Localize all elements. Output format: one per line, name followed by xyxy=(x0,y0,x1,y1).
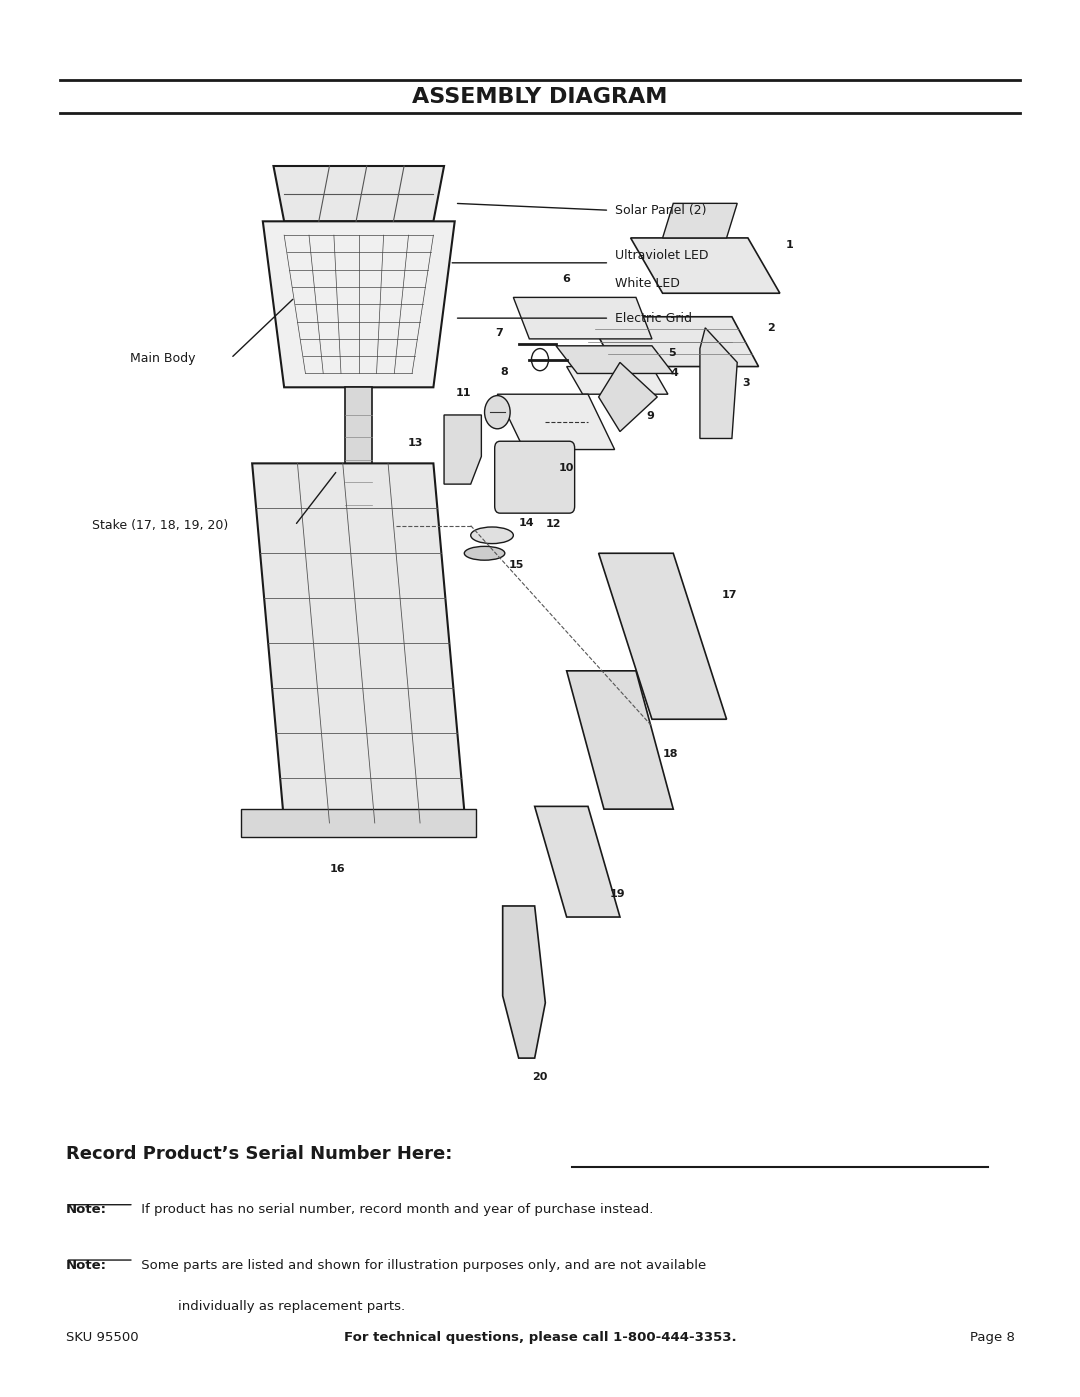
Text: Record Product’s Serial Number Here:: Record Product’s Serial Number Here: xyxy=(66,1146,451,1164)
Text: White LED: White LED xyxy=(615,277,679,291)
Text: Solar Panel (2): Solar Panel (2) xyxy=(615,204,706,217)
Text: 10: 10 xyxy=(559,464,575,474)
Polygon shape xyxy=(700,328,738,439)
Polygon shape xyxy=(588,317,758,366)
Polygon shape xyxy=(273,166,444,221)
Text: For technical questions, please call 1-800-444-3353.: For technical questions, please call 1-8… xyxy=(343,1331,737,1344)
Polygon shape xyxy=(252,464,465,823)
Text: Electric Grid: Electric Grid xyxy=(615,312,691,324)
Polygon shape xyxy=(567,366,667,394)
Text: 5: 5 xyxy=(667,348,676,358)
Text: 12: 12 xyxy=(545,518,561,528)
Polygon shape xyxy=(242,809,476,837)
FancyBboxPatch shape xyxy=(495,441,575,513)
Polygon shape xyxy=(502,907,545,1058)
Polygon shape xyxy=(598,362,658,432)
Polygon shape xyxy=(535,806,620,916)
Text: 16: 16 xyxy=(329,865,346,875)
Text: Some parts are listed and shown for illustration purposes only, and are not avai: Some parts are listed and shown for illu… xyxy=(137,1259,706,1271)
Text: 20: 20 xyxy=(532,1071,548,1081)
Circle shape xyxy=(485,395,510,429)
Polygon shape xyxy=(444,415,482,485)
Text: Page 8: Page 8 xyxy=(970,1331,1014,1344)
Polygon shape xyxy=(346,532,373,623)
Polygon shape xyxy=(556,346,673,373)
Polygon shape xyxy=(631,237,780,293)
Polygon shape xyxy=(567,671,673,809)
Text: 3: 3 xyxy=(743,379,751,388)
Text: SKU 95500: SKU 95500 xyxy=(66,1331,138,1344)
Bar xyxy=(346,387,373,532)
Polygon shape xyxy=(262,221,455,387)
Ellipse shape xyxy=(471,527,513,543)
Text: 9: 9 xyxy=(647,411,654,420)
Polygon shape xyxy=(598,553,727,719)
Text: 17: 17 xyxy=(721,590,737,599)
Text: 2: 2 xyxy=(767,323,774,332)
Text: 13: 13 xyxy=(407,437,422,447)
Polygon shape xyxy=(663,204,738,237)
Text: If product has no serial number, record month and year of purchase instead.: If product has no serial number, record … xyxy=(137,1203,653,1217)
Polygon shape xyxy=(498,394,615,450)
Ellipse shape xyxy=(464,546,504,560)
Text: ASSEMBLY DIAGRAM: ASSEMBLY DIAGRAM xyxy=(413,87,667,106)
Text: individually as replacement parts.: individually as replacement parts. xyxy=(177,1301,405,1313)
Polygon shape xyxy=(513,298,652,339)
Text: Main Body: Main Body xyxy=(130,352,195,365)
Text: Stake (17, 18, 19, 20): Stake (17, 18, 19, 20) xyxy=(92,520,229,532)
Text: 1: 1 xyxy=(785,240,793,250)
Text: 19: 19 xyxy=(609,890,625,900)
Text: 11: 11 xyxy=(455,388,471,398)
Text: 4: 4 xyxy=(670,369,678,379)
Text: 18: 18 xyxy=(663,749,678,759)
Text: 14: 14 xyxy=(518,518,535,528)
Text: Note:: Note: xyxy=(66,1203,107,1217)
Text: 7: 7 xyxy=(495,327,502,338)
Text: 15: 15 xyxy=(509,560,525,570)
Text: 8: 8 xyxy=(500,366,508,377)
Text: Note:: Note: xyxy=(66,1259,107,1271)
Text: 6: 6 xyxy=(563,274,570,284)
Text: Ultraviolet LED: Ultraviolet LED xyxy=(615,250,708,263)
